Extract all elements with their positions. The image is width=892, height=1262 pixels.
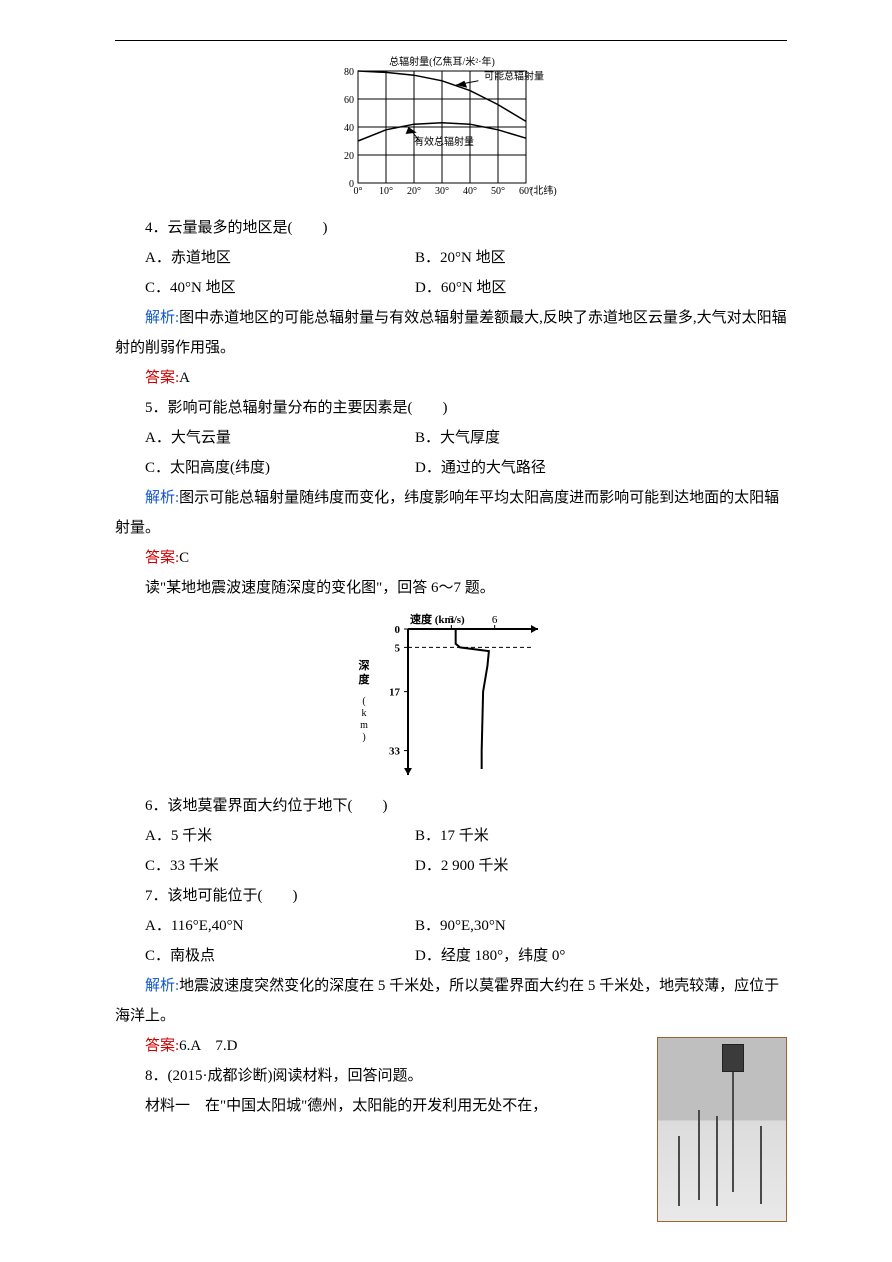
q5-daan-v: C <box>179 550 189 566</box>
q5-stem: 5．影响可能总辐射量分布的主要因素是( ) <box>115 393 787 423</box>
q6-c: C．33 千米 <box>115 851 415 881</box>
q7-ab: A．116°E,40°N B．90°E,30°N <box>115 911 787 941</box>
svg-text:总辐射量(亿焦耳/米²·年): 总辐射量(亿焦耳/米²·年) <box>389 55 495 68</box>
svg-text:6: 6 <box>492 614 498 626</box>
svg-text:60: 60 <box>344 95 354 106</box>
q4-stem: 4．云量最多的地区是( ) <box>115 213 787 243</box>
svg-text:10°: 10° <box>379 186 393 197</box>
svg-text:5: 5 <box>395 642 401 654</box>
q7-jiexi: 解析:地震波速度突然变化的深度在 5 千米处，所以莫霍界面大约在 5 千米处，地… <box>115 971 787 1031</box>
svg-text:0: 0 <box>395 624 401 636</box>
daan-label: 答案: <box>145 550 179 566</box>
svg-text:80: 80 <box>344 67 354 78</box>
q4-cd: C．40°N 地区 D．60°N 地区 <box>115 273 787 303</box>
solar-panel-icon <box>722 1044 744 1072</box>
q5-daan: 答案:C <box>115 543 787 573</box>
intro67: 读"某地地震波速度随深度的变化图"，回答 6～7 题。 <box>115 573 787 603</box>
svg-text:40°: 40° <box>463 186 477 197</box>
jiexi-label: 解析: <box>145 978 179 994</box>
solar-streetlight-photo <box>657 1037 787 1222</box>
q7-d: D．经度 180°，纬度 0° <box>415 941 787 971</box>
q5-d: D．通过的大气路径 <box>415 453 787 483</box>
svg-text:50°: 50° <box>491 186 505 197</box>
daan-label: 答案: <box>145 1038 179 1054</box>
svg-text:可能总辐射量: 可能总辐射量 <box>484 69 544 82</box>
q6-b: B．17 千米 <box>415 821 787 851</box>
seismic-chart: 速度 (km/s)3 6 0 5 17 33 深度 (km) <box>346 611 556 781</box>
svg-text:20: 20 <box>344 151 354 162</box>
q4-daan-v: A <box>179 370 190 386</box>
q7-jiexi-text: 地震波速度突然变化的深度在 5 千米处，所以莫霍界面大约在 5 千米处，地壳较薄… <box>115 978 779 1024</box>
svg-text:): ) <box>362 732 365 743</box>
svg-text:3: 3 <box>449 614 455 626</box>
pole-shape <box>698 1110 700 1200</box>
svg-text:40: 40 <box>344 123 354 134</box>
q7-daan-v: 6.A 7.D <box>179 1038 237 1054</box>
q4-ab: A．赤道地区 B．20°N 地区 <box>115 243 787 273</box>
q5-jiexi: 解析:图示可能总辐射量随纬度而变化，纬度影响年平均太阳高度进而影响可能到达地面的… <box>115 483 787 543</box>
q7-cd: C．南极点 D．经度 180°，纬度 0° <box>115 941 787 971</box>
svg-text:30°: 30° <box>435 186 449 197</box>
svg-text:k: k <box>362 708 367 719</box>
radiation-chart: 总辐射量(亿焦耳/米²·年)0°10°20°30°40°50°60°020406… <box>326 53 576 203</box>
svg-text:深: 深 <box>359 658 370 672</box>
svg-text:(: ( <box>362 696 366 707</box>
q7-c: C．南极点 <box>115 941 415 971</box>
q4-c: C．40°N 地区 <box>115 273 415 303</box>
svg-text:33: 33 <box>389 746 401 758</box>
svg-text:(北纬): (北纬) <box>530 184 557 197</box>
q5-c: C．太阳高度(纬度) <box>115 453 415 483</box>
svg-text:度: 度 <box>359 672 371 686</box>
svg-text:17: 17 <box>389 687 401 699</box>
svg-text:20°: 20° <box>407 186 421 197</box>
jiexi-label: 解析: <box>145 490 179 506</box>
jiexi-label: 解析: <box>145 310 179 326</box>
q5-cd: C．太阳高度(纬度) D．通过的大气路径 <box>115 453 787 483</box>
chart1-wrap: 总辐射量(亿焦耳/米²·年)0°10°20°30°40°50°60°020406… <box>115 53 787 203</box>
pole-shape <box>678 1136 680 1206</box>
svg-text:有效总辐射量: 有效总辐射量 <box>414 135 474 148</box>
top-rule <box>115 40 787 41</box>
q6-stem: 6．该地莫霍界面大约位于地下( ) <box>115 791 787 821</box>
q5-ab: A．大气云量 B．大气厚度 <box>115 423 787 453</box>
q4-d: D．60°N 地区 <box>415 273 787 303</box>
svg-text:0: 0 <box>349 179 354 190</box>
pole-shape <box>760 1126 762 1204</box>
q5-a: A．大气云量 <box>115 423 415 453</box>
svg-text:0°: 0° <box>354 186 363 197</box>
chart2-wrap: 速度 (km/s)3 6 0 5 17 33 深度 (km) <box>115 611 787 781</box>
q4-a: A．赤道地区 <box>115 243 415 273</box>
q7-b: B．90°E,30°N <box>415 911 787 941</box>
q4-jiexi: 解析:图中赤道地区的可能总辐射量与有效总辐射量差额最大,反映了赤道地区云量多,大… <box>115 303 787 363</box>
q6-d: D．2 900 千米 <box>415 851 787 881</box>
q7-stem: 7．该地可能位于( ) <box>115 881 787 911</box>
q6-ab: A．5 千米 B．17 千米 <box>115 821 787 851</box>
svg-text:速度 (km/s): 速度 (km/s) <box>410 612 465 626</box>
q6-cd: C．33 千米 D．2 900 千米 <box>115 851 787 881</box>
svg-text:m: m <box>360 720 368 731</box>
q5-b: B．大气厚度 <box>415 423 787 453</box>
q7-a: A．116°E,40°N <box>115 911 415 941</box>
q5-jiexi-text: 图示可能总辐射量随纬度而变化，纬度影响年平均太阳高度进而影响可能到达地面的太阳辐… <box>115 490 779 536</box>
daan-label: 答案: <box>145 370 179 386</box>
q4-b: B．20°N 地区 <box>415 243 787 273</box>
pole-shape <box>716 1116 718 1206</box>
q6-a: A．5 千米 <box>115 821 415 851</box>
q4-jiexi-text: 图中赤道地区的可能总辐射量与有效总辐射量差额最大,反映了赤道地区云量多,大气对太… <box>115 310 787 356</box>
pole-shape <box>732 1072 734 1192</box>
q4-daan: 答案:A <box>115 363 787 393</box>
